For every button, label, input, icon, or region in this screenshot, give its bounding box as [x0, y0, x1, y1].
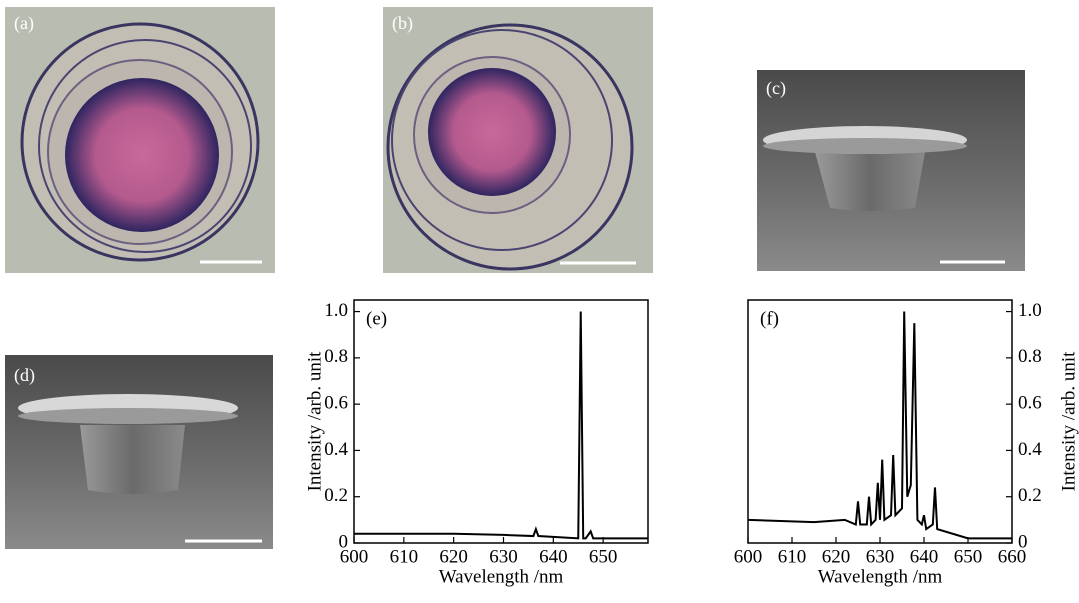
- y-tick-label: 0.8: [324, 346, 348, 367]
- x-tick-label: 620: [822, 546, 851, 567]
- y-tick-label: 0.6: [324, 393, 348, 414]
- y-tick-label: 0.8: [1018, 346, 1042, 367]
- micrograph-a: (a): [5, 7, 275, 273]
- x-tick-label: 640: [910, 546, 939, 567]
- plot-frame: [354, 300, 648, 543]
- y-tick-label: 0.4: [1018, 439, 1042, 460]
- x-axis-label: Wavelength /nm: [818, 566, 943, 587]
- y-tick-label: 0.4: [324, 439, 348, 460]
- x-tick-label: 660: [998, 546, 1027, 567]
- x-tick-label: 620: [439, 546, 468, 567]
- x-tick-label: 650: [954, 546, 983, 567]
- x-tick-label: 600: [734, 546, 763, 567]
- micrograph-b: (b): [383, 7, 653, 273]
- panel-label: (f): [760, 308, 779, 329]
- panel-label: (c): [766, 78, 786, 99]
- panel-label: (d): [14, 365, 35, 386]
- y-tick-label: 0.6: [1018, 393, 1042, 414]
- x-tick-label: 610: [390, 546, 419, 567]
- panel-label: (e): [366, 308, 387, 329]
- spectrum-line: [748, 312, 1012, 539]
- x-tick-label: 630: [489, 546, 518, 567]
- x-tick-label: 650: [589, 546, 618, 567]
- x-tick-label: 630: [866, 546, 895, 567]
- panel-label: (b): [392, 13, 413, 34]
- figure: (a) (b) (c) (d) (e)00.20.40.60.81.060061…: [0, 0, 1079, 598]
- spectrum-line: [354, 312, 648, 539]
- y-tick-label: 0.2: [324, 485, 348, 506]
- y-tick-label: 1.0: [324, 300, 348, 321]
- micrograph-c: (c): [757, 70, 1025, 271]
- x-tick-label: 600: [340, 546, 369, 567]
- y-axis-label: Intensity /arb. unit: [1058, 351, 1079, 492]
- x-tick-label: 640: [539, 546, 568, 567]
- y-axis-label: Intensity /arb. unit: [304, 351, 325, 492]
- panel-label: (a): [14, 13, 34, 34]
- y-tick-label: 0.2: [1018, 485, 1042, 506]
- x-axis-label: Wavelength /nm: [439, 566, 564, 587]
- y-tick-label: 1.0: [1018, 300, 1042, 321]
- x-tick-label: 610: [778, 546, 807, 567]
- micrograph-d: (d): [5, 355, 273, 549]
